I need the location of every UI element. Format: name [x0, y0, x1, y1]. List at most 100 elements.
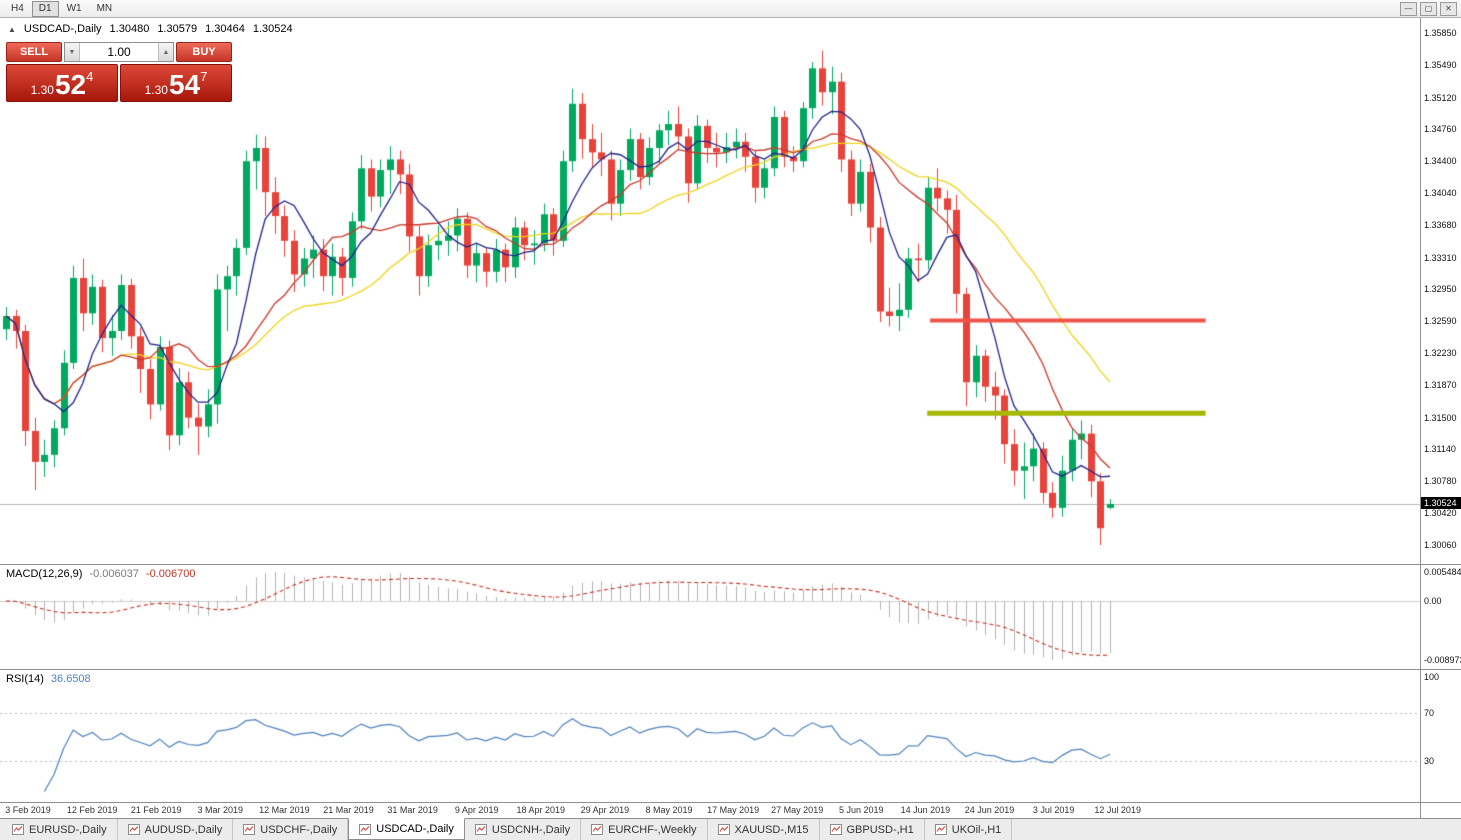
- chart-tab-icon: [127, 824, 140, 835]
- sell-price-base: 1.30: [30, 83, 54, 97]
- volume-decrease-button[interactable]: ▼: [65, 43, 80, 61]
- rsi-label: RSI(14) 36.6508: [6, 673, 91, 685]
- rsi-panel[interactable]: RSI(14) 36.6508: [0, 670, 1420, 802]
- chart-tab-usdchf[interactable]: USDCHF-,Daily: [233, 819, 349, 840]
- chart-tabs-bar: EURUSD-,Daily AUDUSD-,Daily USDCHF-,Daily U…: [0, 818, 1461, 840]
- chart-tab-label: EURCHF-,Weekly: [608, 823, 697, 836]
- price-chart-canvas[interactable]: [0, 18, 1420, 564]
- time-axis-label: 8 May 2019: [645, 805, 693, 815]
- rsi-value: 36.6508: [50, 673, 91, 685]
- sell-price-display[interactable]: 1.30 52 4: [6, 64, 118, 102]
- price-chart-area[interactable]: ▲ USDCAD-,Daily 1.30480 1.30579 1.30464 …: [0, 18, 1420, 564]
- restore-icon[interactable]: ▢: [1420, 1, 1437, 16]
- buy-price-display[interactable]: 1.30 54 7: [120, 64, 232, 102]
- chart-tab-label: EURUSD-,Daily: [29, 823, 107, 836]
- chart-tab-label: USDCHF-,Daily: [260, 823, 338, 836]
- timeframe-buttons: H4 D1 W1 MN: [4, 0, 120, 17]
- volume-control: ▼ 1.00 ▲: [64, 42, 174, 62]
- time-axis-label: 9 Apr 2019: [454, 805, 499, 815]
- ohlc-high: 1.30579: [157, 23, 198, 35]
- period-button-h4[interactable]: H4: [11, 2, 24, 14]
- price-axis-tick: 1.34400: [1424, 156, 1457, 167]
- sell-button[interactable]: SELL: [6, 42, 62, 62]
- chart-tab-eurusd[interactable]: EURUSD-,Daily: [2, 819, 118, 840]
- volume-input[interactable]: 1.00: [107, 45, 131, 59]
- buy-price-pips: 54: [168, 69, 201, 100]
- macd-label: MACD(12,26,9) -0.006037 -0.006700: [6, 568, 196, 580]
- price-axis-tick: 1.35490: [1424, 59, 1457, 70]
- time-axis-label: 3 Feb 2019: [5, 805, 51, 815]
- buy-price-pipette: 7: [200, 69, 208, 84]
- minimize-icon[interactable]: —: [1400, 1, 1417, 16]
- price-axis-tick: 1.31140: [1424, 444, 1456, 455]
- price-axis[interactable]: 1.30524 1.35850 1.35490 1.35120 1.34760 1.34…: [1420, 18, 1461, 564]
- chart-tab-label: XAUUSD-,M15: [734, 823, 809, 836]
- chart-tab-icon: [829, 824, 842, 835]
- rsi-axis[interactable]: 100 70 30: [1420, 670, 1461, 802]
- time-axis-label: 18 Apr 2019: [516, 805, 566, 815]
- price-axis-tick: 1.35850: [1424, 28, 1457, 38]
- price-axis-tick: 1.33680: [1424, 219, 1457, 230]
- period-button-d1[interactable]: D1: [31, 0, 59, 17]
- one-click-collapse-toggle[interactable]: ▲: [8, 24, 16, 34]
- chart-tab-icon: [243, 824, 256, 835]
- macd-panel[interactable]: MACD(12,26,9) -0.006037 -0.006700: [0, 565, 1420, 669]
- chart-tab-label: USDCAD-,Daily: [376, 823, 454, 835]
- period-button-mn[interactable]: MN: [96, 2, 113, 14]
- volume-increase-button[interactable]: ▲: [158, 43, 173, 61]
- price-axis-tick: 1.31870: [1424, 379, 1457, 390]
- time-axis-label: 21 Mar 2019: [323, 805, 374, 815]
- chart-tab-ukoil[interactable]: UKOil-,H1: [925, 819, 1013, 840]
- price-axis-tick: 1.32950: [1424, 284, 1457, 295]
- one-click-trading-panel: SELL ▼ 1.00 ▲ BUY 1.30 52 4 1.30 54 7: [6, 42, 232, 102]
- price-axis-tick: 1.31500: [1424, 412, 1457, 423]
- rsi-axis-tick: 100: [1424, 672, 1440, 682]
- macd-name: MACD(12,26,9): [6, 568, 83, 580]
- macd-axis-tick: -0.008973: [1424, 655, 1461, 665]
- period-button-w1[interactable]: W1: [66, 2, 82, 14]
- rsi-axis-tick: 30: [1424, 756, 1435, 766]
- chart-tab-usdcad[interactable]: USDCAD-,Daily: [348, 818, 465, 840]
- close-icon[interactable]: ✕: [1440, 1, 1457, 16]
- chart-tab-icon: [359, 823, 372, 835]
- time-axis-corner: [1420, 803, 1461, 818]
- price-axis-tick: 1.34760: [1424, 124, 1457, 135]
- buy-button[interactable]: BUY: [176, 42, 232, 62]
- ohlc-close: 1.30524: [252, 23, 293, 35]
- time-axis[interactable]: 3 Feb 2019 12 Feb 2019 21 Feb 2019 3 Mar 20…: [0, 803, 1420, 818]
- sell-price-pips: 52: [54, 69, 87, 100]
- chart-tab-label: GBPUSD-,H1: [846, 823, 914, 836]
- price-axis-tick: 1.35120: [1424, 92, 1457, 103]
- macd-canvas[interactable]: [0, 565, 1420, 669]
- price-axis-tick: 1.30780: [1424, 476, 1457, 487]
- time-axis-label: 14 Jun 2019: [900, 805, 951, 815]
- chart-tab-gbpusd[interactable]: GBPUSD-,H1: [820, 819, 925, 840]
- macd-signal-value: -0.006700: [145, 568, 196, 580]
- price-axis-tick: 1.30420: [1424, 508, 1457, 519]
- chart-symbol-title: USDCAD-,Daily: [23, 23, 102, 35]
- chart-tab-audusd[interactable]: AUDUSD-,Daily: [118, 819, 234, 840]
- time-axis-label: 5 Jun 2019: [839, 805, 884, 815]
- rsi-axis-tick: 70: [1424, 708, 1435, 718]
- time-axis-label: 31 Mar 2019: [387, 805, 438, 815]
- rsi-name: RSI(14): [6, 673, 44, 685]
- time-axis-label: 12 Feb 2019: [66, 805, 118, 815]
- price-axis-tick: 1.32230: [1424, 348, 1457, 359]
- chart-tab-icon: [717, 824, 730, 835]
- time-axis-label: 12 Jul 2019: [1094, 805, 1141, 815]
- macd-axis[interactable]: 0.005484 0.00 -0.008973: [1420, 565, 1461, 669]
- price-axis-tick: 1.30060: [1424, 540, 1457, 550]
- window-controls: — ▢ ✕: [1400, 1, 1457, 16]
- chart-tab-eurchf[interactable]: EURCHF-,Weekly: [581, 819, 708, 840]
- time-axis-label: 27 May 2019: [771, 805, 824, 815]
- ohlc-open: 1.30480: [109, 23, 150, 35]
- chart-tab-label: USDCNH-,Daily: [491, 823, 571, 836]
- chart-tab-xauusd[interactable]: XAUUSD-,M15: [708, 819, 820, 840]
- sell-price-pipette: 4: [86, 69, 94, 84]
- time-axis-label: 3 Jul 2019: [1032, 805, 1075, 815]
- period-toolbar: H4 D1 W1 MN — ▢ ✕: [0, 0, 1461, 18]
- rsi-canvas[interactable]: [0, 670, 1420, 802]
- current-price-tag: 1.30524: [1421, 496, 1461, 509]
- chart-tab-usdcnh[interactable]: USDCNH-,Daily: [465, 819, 582, 840]
- chart-tab-icon: [934, 824, 947, 835]
